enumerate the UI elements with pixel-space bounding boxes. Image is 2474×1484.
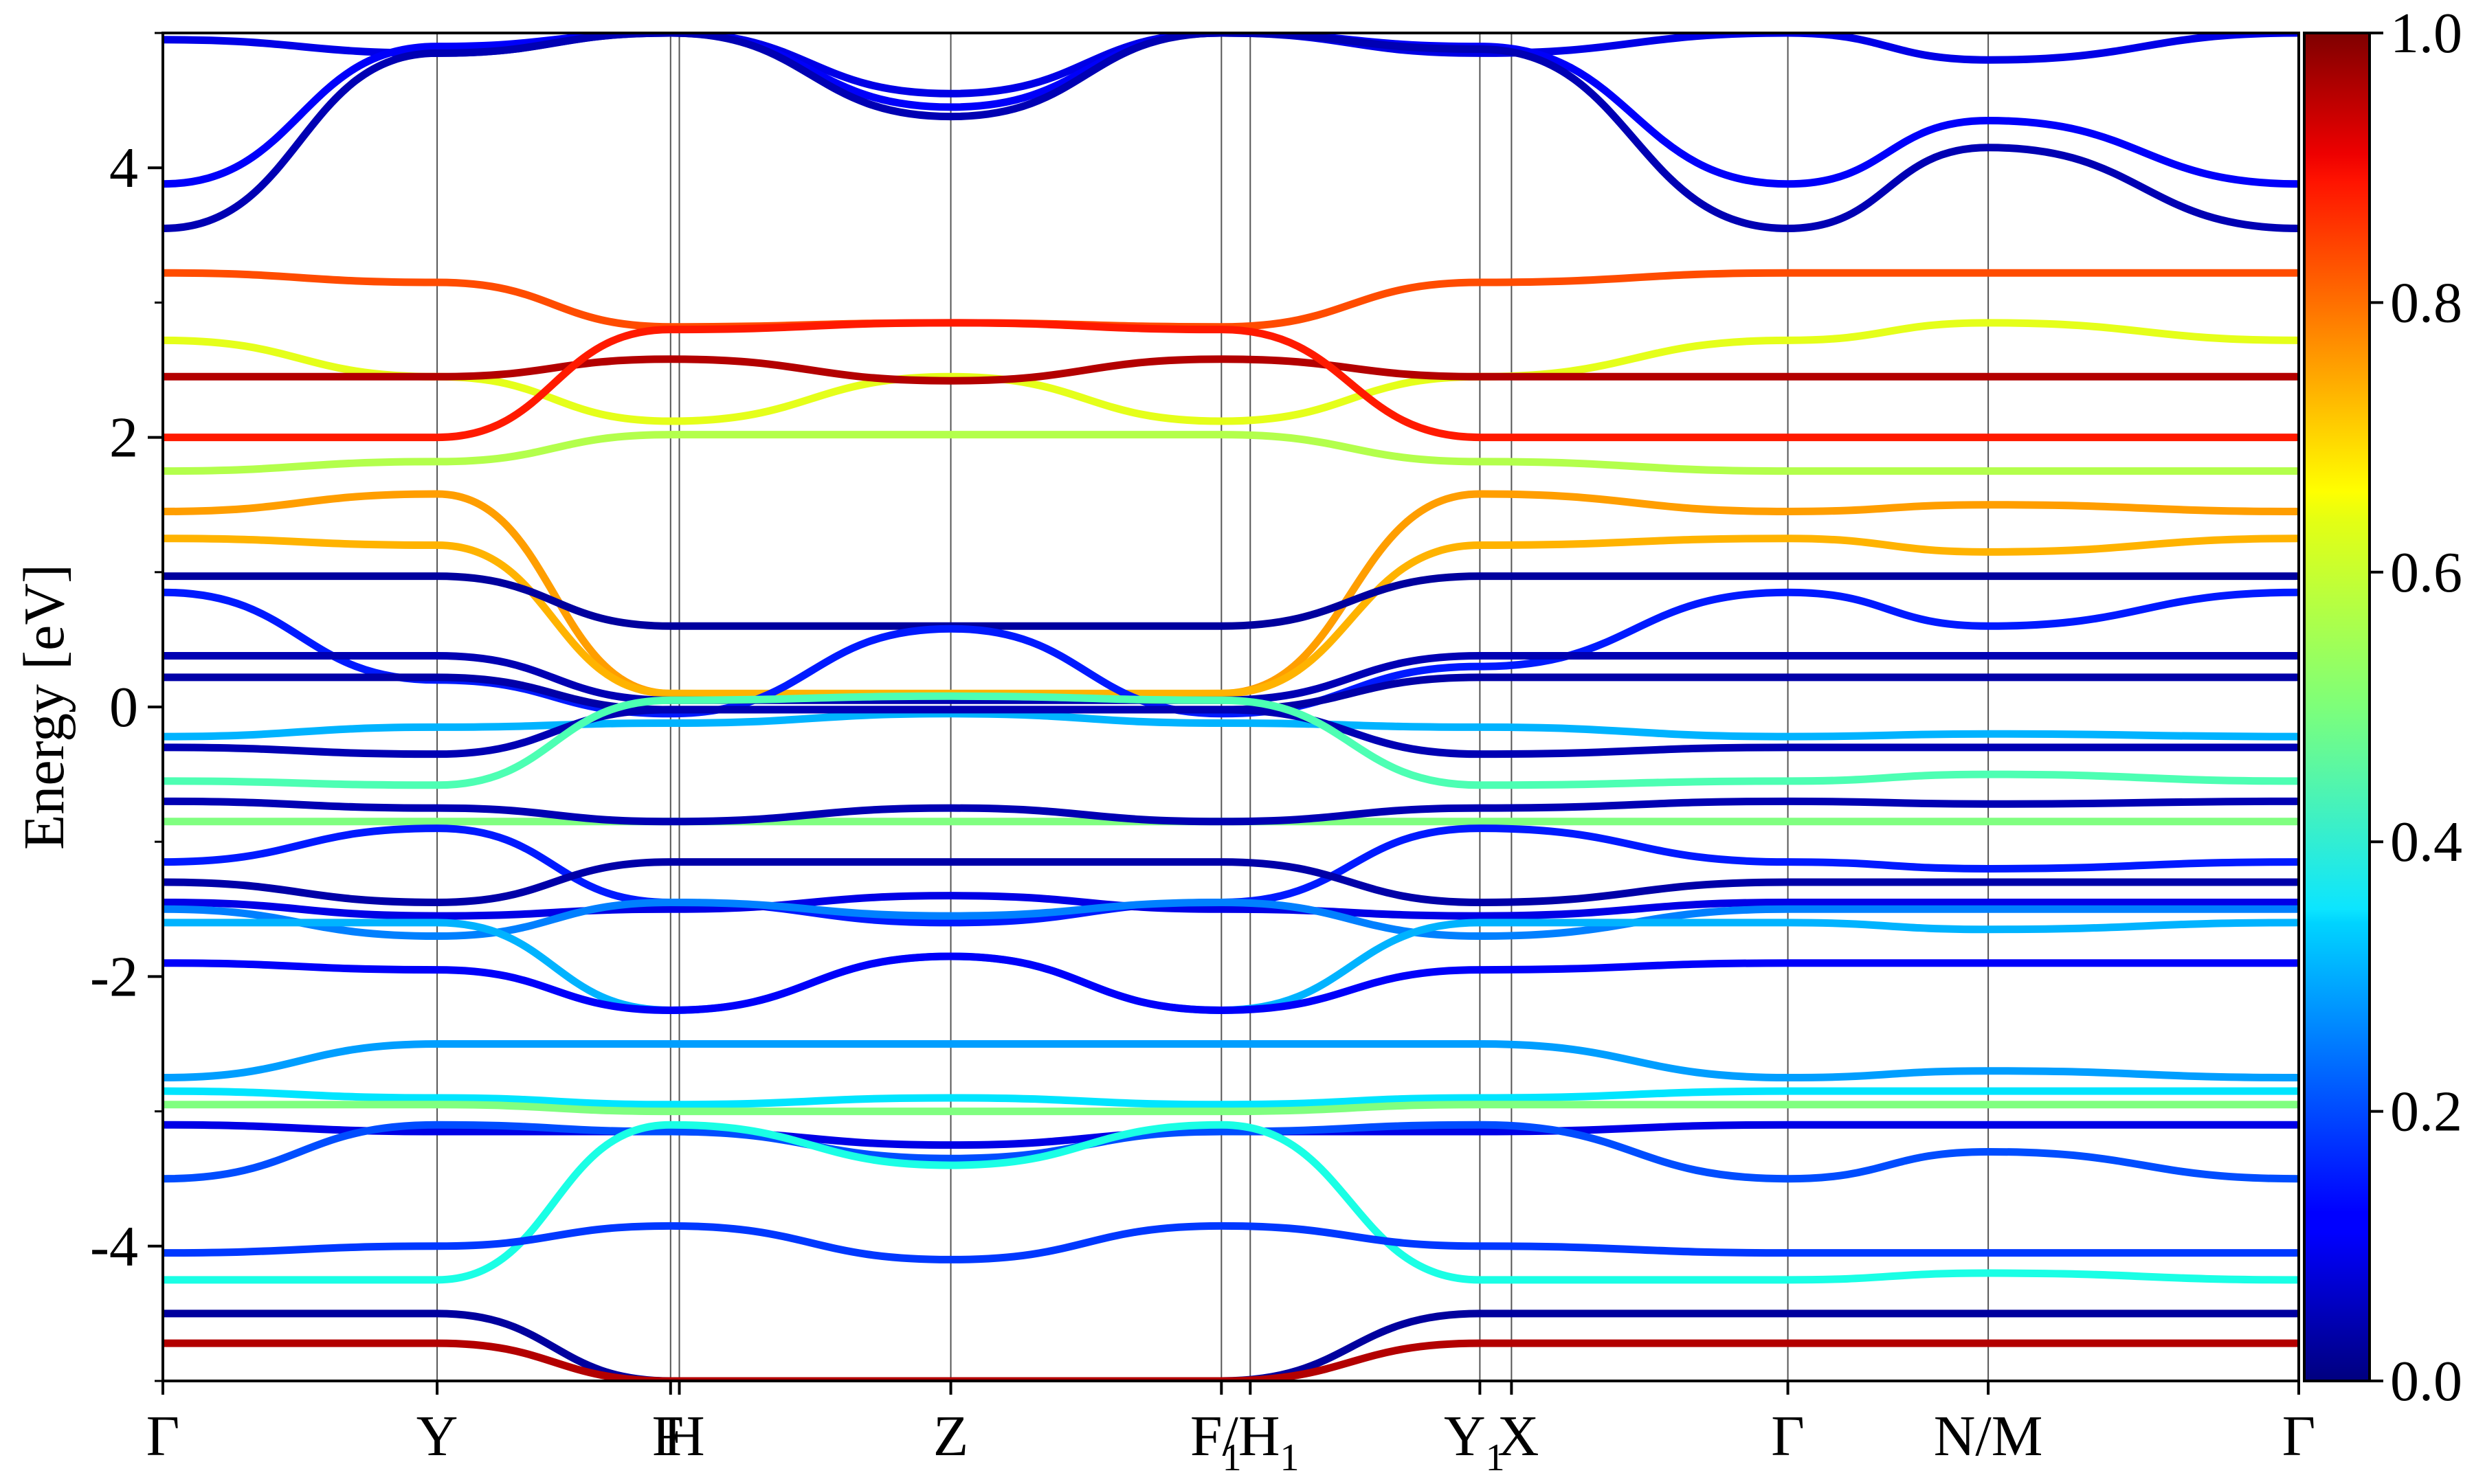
band-8 — [163, 431, 2299, 475]
x-tick-label: Y1 — [1444, 1404, 1505, 1479]
y-axis-title: Energy [eV] — [12, 564, 76, 850]
band-25 — [163, 952, 2299, 1014]
y-tick-label: 2 — [109, 406, 138, 470]
x-tick-label: Γ — [1771, 1404, 1805, 1468]
colorbar-tick-label: 0.8 — [2390, 271, 2462, 335]
band-16 — [163, 706, 2299, 758]
colorbar-tick-label: 0.6 — [2390, 541, 2462, 605]
band-2 — [163, 33, 2299, 188]
y-ticks: 4 2 0 -2 -4 — [90, 32, 163, 1382]
band-4 — [163, 269, 2299, 331]
band-17 — [163, 692, 2299, 789]
x-tick-label: /H1 — [1223, 1404, 1300, 1479]
band-10 — [163, 535, 2299, 697]
band-6 — [163, 355, 2299, 385]
band-26 — [163, 1039, 2299, 1082]
y-tick-label: 4 — [109, 136, 138, 200]
band-23 — [163, 898, 2299, 941]
x-tick-label: X — [1497, 1404, 1539, 1468]
band-32 — [163, 1222, 2299, 1263]
colorbar — [2303, 32, 2371, 1382]
band-21 — [163, 858, 2299, 906]
band-11 — [163, 572, 2299, 630]
colorbar-tick-label: 1.0 — [2390, 1, 2462, 65]
x-tick-label: Z — [933, 1404, 968, 1468]
x-tick-label: Y — [416, 1404, 458, 1468]
colorbar-tick-label: 0.0 — [2390, 1349, 2462, 1413]
band-5 — [163, 319, 2299, 425]
band-22 — [163, 892, 2299, 920]
x-tick-label: F — [652, 1404, 684, 1468]
bands — [163, 33, 2299, 1381]
y-tick-label: -2 — [90, 945, 138, 1009]
x-tick-label: H — [663, 1404, 705, 1468]
colorbar-ticks: 1.0 0.8 0.6 0.4 0.2 0.0 — [2370, 1, 2462, 1413]
band-15 — [163, 710, 2299, 741]
band-30 — [163, 1121, 2299, 1183]
colorbar-tick-label: 0.4 — [2390, 810, 2462, 874]
y-tick-label: -4 — [90, 1215, 138, 1279]
x-tick-label: Γ — [146, 1404, 180, 1468]
band-27 — [163, 1087, 2299, 1109]
y-tick-label: 0 — [109, 675, 138, 739]
x-tick-label: N/M — [1934, 1404, 2043, 1468]
band-19 — [163, 797, 2299, 826]
x-ticks: Γ Y FH Z F1/H1 Y1X Γ N/M Γ — [146, 1381, 2316, 1479]
colorbar-tick-label: 0.2 — [2390, 1080, 2462, 1144]
band-28 — [163, 1101, 2299, 1116]
band-34 — [163, 1339, 2299, 1381]
band-7 — [163, 319, 2299, 442]
x-tick-label: Γ — [2282, 1404, 2316, 1468]
band-31 — [163, 1121, 2299, 1284]
band-9 — [163, 490, 2299, 700]
